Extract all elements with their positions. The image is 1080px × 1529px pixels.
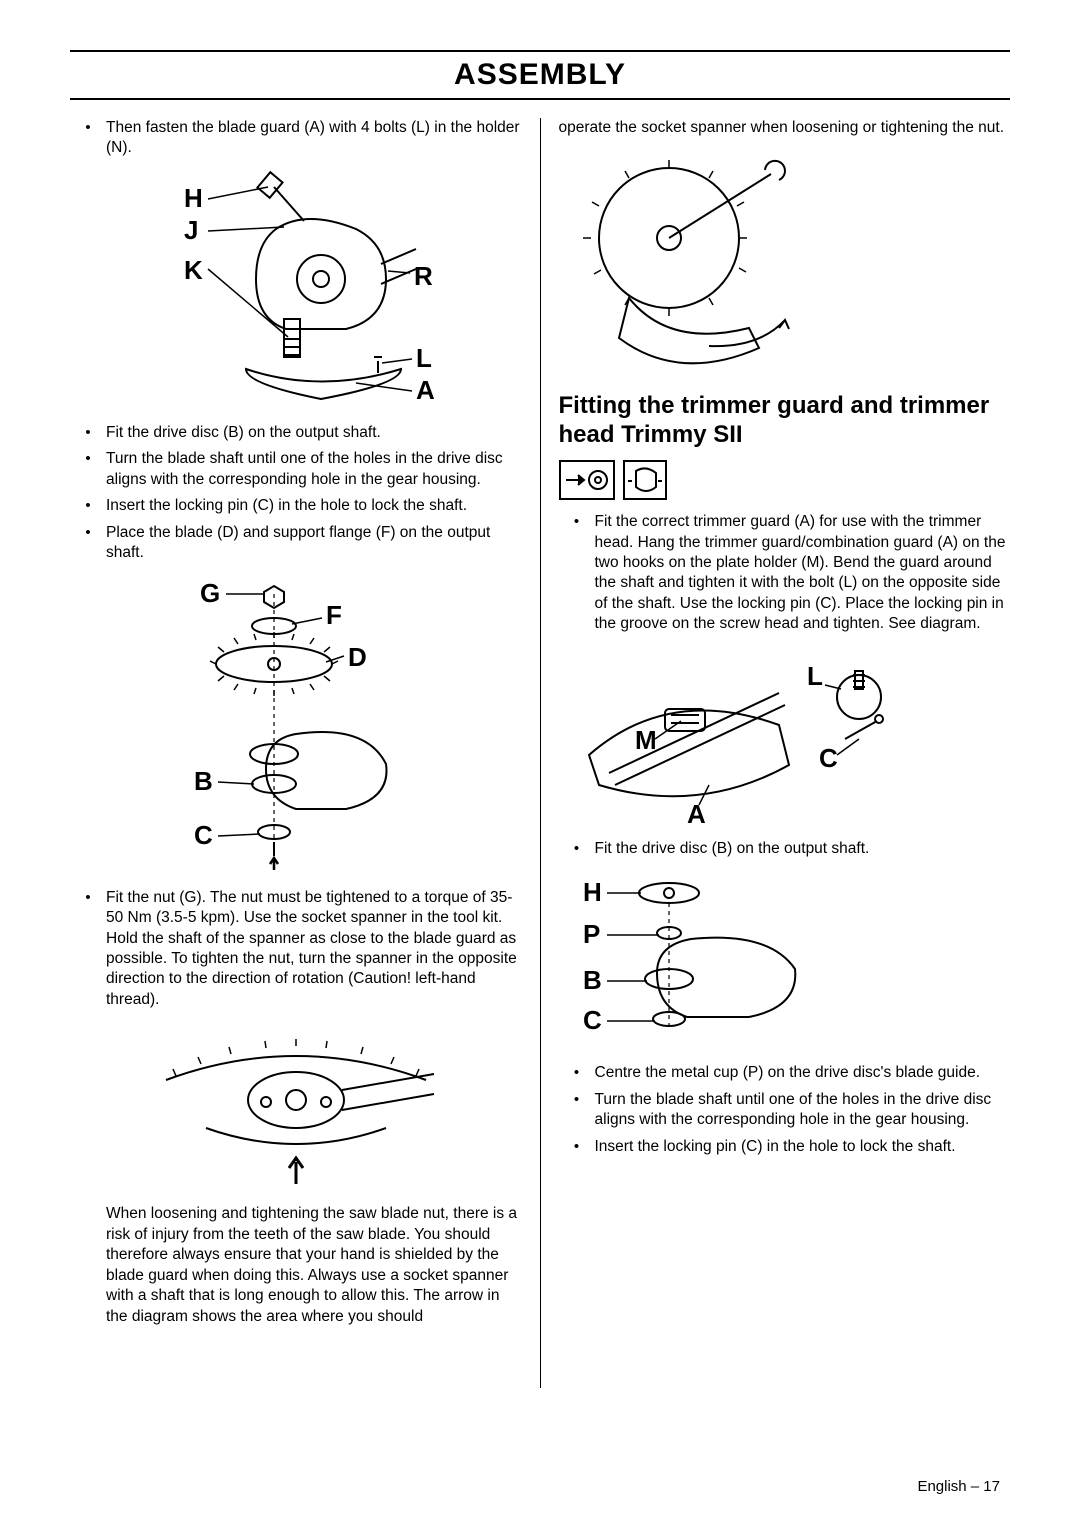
left-column: • Then fasten the blade guard (A) with 4…	[70, 118, 540, 1388]
page-footer: English – 17	[917, 1478, 1000, 1495]
list-item: •Fit the drive disc (B) on the output sh…	[70, 423, 522, 443]
bullet-icon: •	[70, 888, 106, 1011]
label-F: F	[326, 600, 342, 630]
bullet-text: Fit the drive disc (B) on the output sha…	[595, 839, 1011, 859]
label-B: B	[194, 766, 213, 796]
list-item: •Centre the metal cup (P) on the drive d…	[559, 1063, 1011, 1083]
bullet-text: Then fasten the blade guard (A) with 4 b…	[106, 118, 522, 159]
list-item: •Turn the blade shaft until one of the h…	[70, 449, 522, 490]
bullet-icon: •	[70, 496, 106, 516]
bullet-text: Place the blade (D) and support flange (…	[106, 523, 522, 564]
assembly-diagram-guard: M L C A	[559, 645, 899, 825]
label-G: G	[200, 578, 220, 608]
paragraph: When loosening and tightening the saw bl…	[106, 1204, 522, 1327]
assembly-diagram-spanner	[559, 148, 819, 378]
label-L: L	[807, 661, 823, 691]
list-item: •Fit the drive disc (B) on the output sh…	[559, 839, 1011, 859]
bullet-icon: •	[70, 118, 106, 159]
bullet-icon: •	[559, 1137, 595, 1157]
bullet-icon: •	[70, 523, 106, 564]
arrow-disc-icon	[559, 460, 615, 500]
label-A: A	[687, 799, 706, 825]
label-A: A	[416, 375, 435, 405]
label-C: C	[194, 820, 213, 850]
list-item: •Place the blade (D) and support flange …	[70, 523, 522, 564]
list-item: •Fit the correct trimmer guard (A) for u…	[559, 512, 1011, 635]
label-H: H	[583, 877, 602, 907]
bullet-text: Turn the blade shaft until one of the ho…	[595, 1090, 1011, 1131]
bullet-icon: •	[559, 1090, 595, 1131]
right-column: operate the socket spanner when loosenin…	[541, 118, 1011, 1388]
bullet-text: Fit the nut (G). The nut must be tighten…	[106, 888, 522, 1011]
section-heading: Fitting the trimmer guard and trimmer he…	[559, 392, 1011, 450]
bullet-icon: •	[559, 1063, 595, 1083]
bullet-icon: •	[70, 423, 106, 443]
assembly-diagram-drivedisc: H P B C	[559, 869, 839, 1049]
rule-top	[70, 50, 1010, 52]
compat-icons	[559, 460, 1011, 500]
bullet-text: Turn the blade shaft until one of the ho…	[106, 449, 522, 490]
bullet-icon: •	[559, 839, 595, 859]
label-D: D	[348, 642, 367, 672]
label-C: C	[819, 743, 838, 773]
assembly-diagram-2: G F D B C	[166, 574, 426, 874]
label-P: P	[583, 919, 600, 949]
rule-under-title	[70, 98, 1010, 100]
bullet-icon: •	[70, 449, 106, 490]
list-item: •Insert the locking pin (C) in the hole …	[70, 496, 522, 516]
label-L: L	[416, 343, 432, 373]
page-title: ASSEMBLY	[70, 58, 1010, 92]
label-R: R	[414, 261, 433, 291]
label-K: K	[184, 255, 203, 285]
list-item: •Insert the locking pin (C) in the hole …	[559, 1137, 1011, 1157]
continuation-text: operate the socket spanner when loosenin…	[559, 118, 1011, 138]
list-item: •Turn the blade shaft until one of the h…	[559, 1090, 1011, 1131]
bullet-text: Insert the locking pin (C) in the hole t…	[595, 1137, 1011, 1157]
list-item: •Fit the nut (G). The nut must be tighte…	[70, 888, 522, 1011]
two-column-layout: • Then fasten the blade guard (A) with 4…	[70, 118, 1010, 1388]
list-item: • Then fasten the blade guard (A) with 4…	[70, 118, 522, 159]
bullet-text: Fit the correct trimmer guard (A) for us…	[595, 512, 1011, 635]
assembly-diagram-1: H J K R L A	[156, 169, 436, 409]
bullet-text: Centre the metal cup (P) on the drive di…	[595, 1063, 1011, 1083]
label-J: J	[184, 215, 198, 245]
bullet-icon: •	[559, 512, 595, 635]
label-M: M	[635, 725, 657, 755]
bullet-text: Fit the drive disc (B) on the output sha…	[106, 423, 522, 443]
bullet-text: Insert the locking pin (C) in the hole t…	[106, 496, 522, 516]
trimmer-head-icon	[623, 460, 667, 500]
label-C: C	[583, 1005, 602, 1035]
assembly-diagram-3	[146, 1020, 446, 1190]
label-B: B	[583, 965, 602, 995]
label-H: H	[184, 183, 203, 213]
